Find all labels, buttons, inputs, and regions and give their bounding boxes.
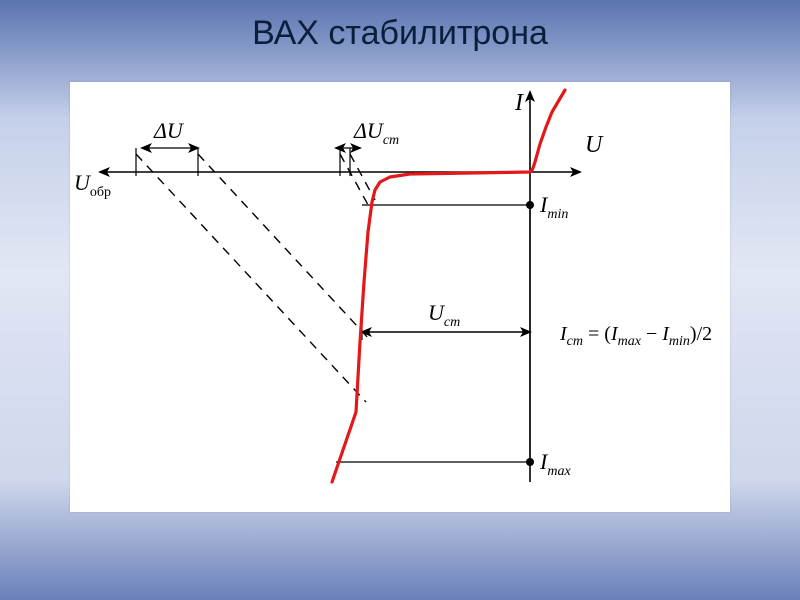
- marker-imax: [526, 458, 534, 466]
- formula: Iст = (Imax − Imin)/2: [559, 323, 712, 349]
- dashed-line-1: [198, 154, 370, 340]
- page-title: ВАХ стабилитрона: [0, 14, 800, 53]
- diagram-container: ΔU ΔUст Uст Imin Imax I U Uобр Iст = (Imax − Imi…: [70, 82, 730, 512]
- dashed-line-2: [340, 154, 372, 212]
- marker-imin: [526, 201, 534, 209]
- label-u-st: Uст: [428, 300, 460, 330]
- label-U-axis: U: [585, 132, 604, 158]
- label-imin: Imin: [539, 192, 568, 222]
- label-delta-u: ΔU: [153, 118, 185, 143]
- label-I-axis: I: [514, 90, 524, 116]
- label-imax: Imax: [539, 449, 571, 479]
- label-delta-u-st: ΔUст: [353, 118, 399, 148]
- vah-diagram: ΔU ΔUст Uст Imin Imax I U Uобр Iст = (Imax − Imi…: [70, 82, 730, 512]
- label-U-obr: Uобр: [74, 170, 111, 200]
- dashed-line-3: [350, 154, 375, 200]
- dashed-line-0: [136, 154, 366, 402]
